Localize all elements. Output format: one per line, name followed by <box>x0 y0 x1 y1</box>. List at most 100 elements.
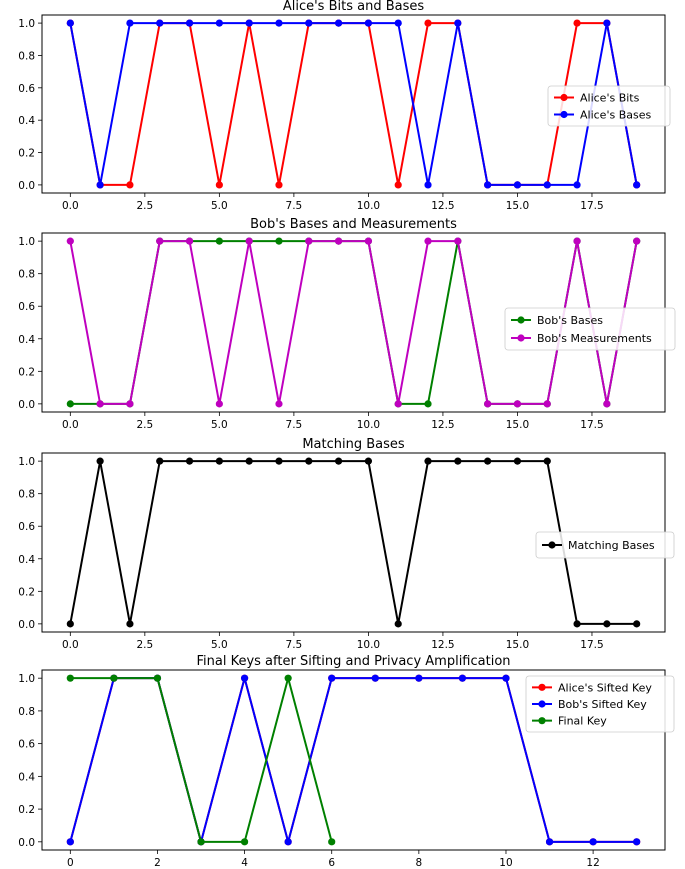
data-point <box>545 838 554 846</box>
data-point <box>458 674 467 682</box>
data-point <box>245 19 253 27</box>
data-point <box>415 674 423 682</box>
y-tick-label: 0.6 <box>18 521 35 533</box>
x-tick-label: 5.0 <box>211 419 228 431</box>
data-point <box>394 400 402 408</box>
legend-marker <box>538 683 546 691</box>
y-tick-label: 0.2 <box>18 366 35 378</box>
subplot-4: Final Keys after Sifting and Privacy Amp… <box>18 654 675 869</box>
legend-marker <box>538 700 546 708</box>
legend: Alice's Bits Alice's Bases <box>547 85 671 127</box>
x-tick-label: 2 <box>154 857 161 869</box>
legend: Alice's Sifted Key Bob's Sifted Key Final … <box>525 675 675 733</box>
series-3 <box>66 674 336 846</box>
y-tick-label: 0.4 <box>18 115 35 127</box>
y-tick-label: 0.4 <box>18 334 35 346</box>
data-point <box>424 400 432 408</box>
data-point <box>394 620 402 628</box>
legend-item-2: Bob's Sifted Key <box>532 698 647 711</box>
chart-title: Bob's Bases and Measurements <box>250 217 457 232</box>
data-point <box>185 457 194 465</box>
data-point <box>156 457 164 465</box>
data-point <box>394 19 402 27</box>
legend-label: Alice's Sifted Key <box>558 681 652 694</box>
chart-title: Alice's Bits and Bases <box>283 0 425 14</box>
data-point <box>126 181 134 189</box>
data-point <box>484 457 492 465</box>
y-tick-label: 0.4 <box>18 771 35 783</box>
legend-marker <box>548 541 556 549</box>
data-point <box>284 838 292 846</box>
data-point <box>484 181 492 189</box>
data-point <box>394 181 402 189</box>
x-tick-label: 7.5 <box>286 200 303 212</box>
data-point <box>305 19 313 27</box>
data-point <box>334 457 343 465</box>
data-point <box>275 457 283 465</box>
legend-item-3: Final Key <box>532 715 607 728</box>
data-point <box>153 674 162 682</box>
x-tick-label: 0.0 <box>62 639 79 651</box>
data-point <box>215 19 223 27</box>
data-point <box>513 181 522 189</box>
x-tick-label: 12.5 <box>431 200 454 212</box>
data-point <box>66 19 74 27</box>
data-point <box>305 457 313 465</box>
data-point <box>240 838 249 846</box>
x-tick-label: 17.5 <box>580 639 603 651</box>
data-point <box>328 674 336 682</box>
data-point <box>66 620 74 628</box>
data-point <box>215 181 223 189</box>
legend: Bob's Bases Bob's Measurements <box>504 307 676 351</box>
data-point <box>543 400 551 408</box>
data-point <box>633 237 641 245</box>
data-point <box>66 674 74 682</box>
x-tick-label: 5.0 <box>211 200 228 212</box>
legend-marker <box>538 717 546 725</box>
legend-label: Bob's Sifted Key <box>558 698 647 711</box>
y-tick-label: 0.6 <box>18 83 35 95</box>
chart-title: Matching Bases <box>302 437 405 452</box>
y-tick-label: 0.0 <box>18 399 35 411</box>
legend-marker <box>517 316 525 324</box>
y-tick-label: 0.6 <box>18 301 35 313</box>
x-tick-label: 8 <box>416 857 423 869</box>
data-point <box>126 620 134 628</box>
x-tick-label: 0.0 <box>62 419 79 431</box>
legend-box <box>504 307 676 351</box>
data-point <box>424 457 432 465</box>
legend-item-1: Bob's Bases <box>511 314 603 327</box>
data-point <box>573 237 581 245</box>
data-point <box>484 400 492 408</box>
legend-label: Final Key <box>558 715 607 728</box>
legend-label: Bob's Measurements <box>537 332 652 345</box>
axes-frame <box>41 669 666 851</box>
y-tick-label: 0.8 <box>18 489 35 501</box>
data-point <box>573 181 581 189</box>
y-tick-label: 1.0 <box>18 236 35 248</box>
subplot-2: Bob's Bases and Measurements 0.0 0.2 0.4 0.6… <box>18 217 676 431</box>
y-tick-label: 0.8 <box>18 269 35 281</box>
data-point <box>275 181 283 189</box>
data-point <box>96 181 104 189</box>
x-tick-label: 17.5 <box>580 419 603 431</box>
data-point <box>573 620 581 628</box>
legend-box <box>535 531 675 559</box>
legend-box <box>525 675 675 733</box>
data-point <box>66 838 74 846</box>
y-tick-label: 1.0 <box>18 673 35 685</box>
legend-label: Alice's Bits <box>580 92 640 105</box>
y-tick-label: 0.2 <box>18 586 35 598</box>
data-point <box>156 237 164 245</box>
data-point <box>371 674 379 682</box>
data-point <box>603 620 611 628</box>
data-point <box>215 457 223 465</box>
data-point <box>305 237 313 245</box>
legend-item-1: Alice's Bits <box>554 92 640 105</box>
data-point <box>364 237 373 245</box>
series-1 <box>66 457 641 628</box>
data-point <box>513 457 522 465</box>
legend-box <box>547 85 671 127</box>
series-2 <box>66 237 641 408</box>
data-point <box>513 400 522 408</box>
